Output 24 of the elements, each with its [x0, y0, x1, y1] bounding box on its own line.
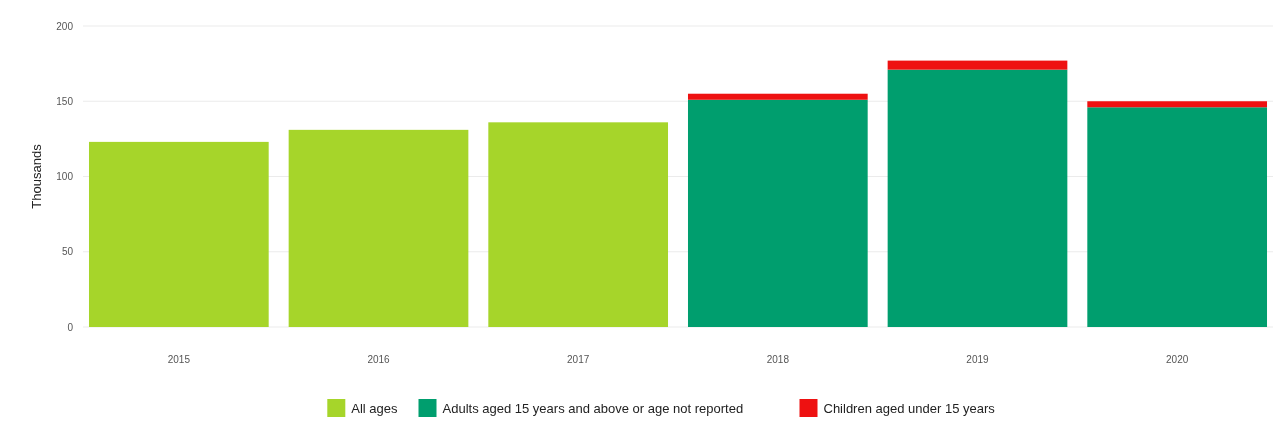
x-tick-label: 2019 — [966, 354, 990, 365]
y-tick-label: 200 — [56, 20, 74, 32]
bar — [687, 99, 868, 327]
bar — [1087, 107, 1268, 327]
x-tick-label: 2017 — [567, 354, 590, 365]
y-tick-label: 150 — [56, 95, 74, 107]
x-tick-label: 2015 — [167, 354, 191, 365]
y-axis-title: Thousands — [29, 143, 44, 209]
y-tick-label: 100 — [56, 171, 74, 182]
bar — [488, 122, 669, 327]
bar — [887, 69, 1068, 327]
bar — [288, 129, 469, 327]
bar — [88, 141, 269, 327]
y-tick-label: 0 — [67, 321, 74, 333]
x-tick-label: 2018 — [766, 354, 790, 365]
legend-label: Children aged under 15 years — [823, 400, 996, 416]
legend-label: All ages — [351, 400, 399, 416]
x-tick-label: 2016 — [367, 354, 391, 365]
bar — [887, 60, 1068, 70]
bar — [1087, 101, 1268, 108]
y-tick-label: 50 — [61, 246, 74, 258]
legend-label: Adults aged 15 years and above or age not reported — [442, 400, 744, 416]
x-tick-label: 2020 — [1166, 354, 1189, 365]
bar — [687, 93, 868, 100]
